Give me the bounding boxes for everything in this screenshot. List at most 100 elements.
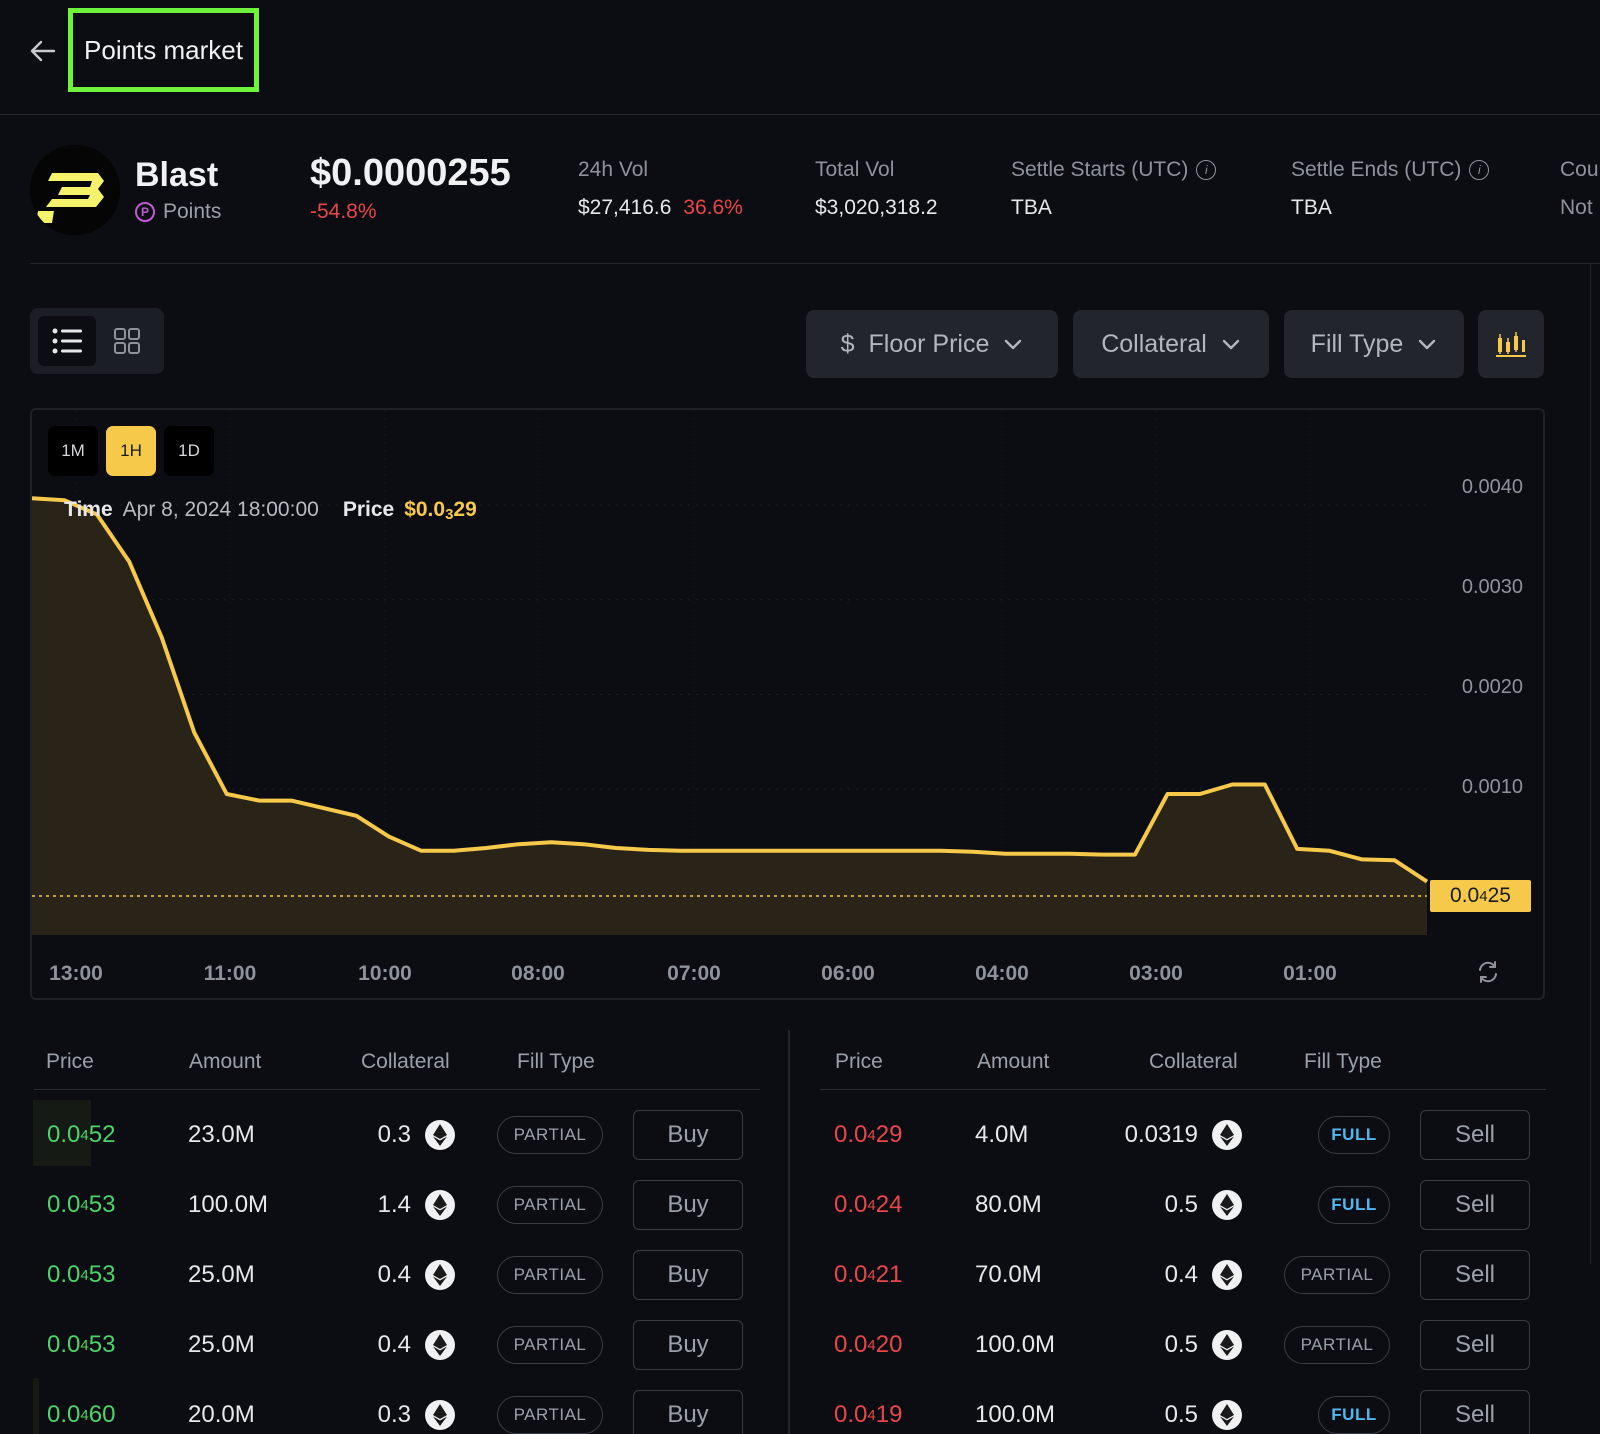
token-type: P Points xyxy=(135,200,221,224)
fill-type-badge: PARTIAL xyxy=(497,1326,603,1364)
fill-type-badge: PARTIAL xyxy=(497,1186,603,1224)
orderbook-divider xyxy=(788,1030,790,1434)
divider xyxy=(1590,264,1591,1264)
range-button-1d[interactable]: 1D xyxy=(164,426,214,476)
chevron-down-icon xyxy=(1222,339,1239,350)
buy-button[interactable]: Buy xyxy=(633,1250,743,1300)
order-fill-type: PARTIAL xyxy=(1284,1320,1390,1370)
sell-button[interactable]: Sell xyxy=(1420,1110,1530,1160)
sell-header-fill-type: Fill Type xyxy=(1304,1050,1382,1073)
fill-type-filter[interactable]: Fill Type xyxy=(1284,310,1464,378)
order-collateral: 0.5 xyxy=(1090,1320,1242,1370)
x-tick-label: 13:00 xyxy=(49,962,103,985)
collateral-filter[interactable]: Collateral xyxy=(1073,310,1269,378)
info-icon[interactable]: i xyxy=(1469,160,1490,180)
list-icon xyxy=(52,328,82,354)
buy-button[interactable]: Buy xyxy=(633,1320,743,1370)
sell-button[interactable]: Sell xyxy=(1420,1320,1530,1370)
x-tick-label: 04:00 xyxy=(975,962,1029,985)
filter-label: Collateral xyxy=(1101,329,1207,358)
stat-label: Cou xyxy=(1560,158,1599,181)
y-tick-label: 0.0020 xyxy=(1461,676,1523,698)
token-info-row: Blast P Points $0.0000255 -54.8% 24h Vol… xyxy=(0,140,1600,265)
refresh-icon[interactable] xyxy=(1474,958,1502,986)
stat-value: Not xyxy=(1560,196,1593,219)
sell-order-row: 0.0 4 24 80.0M 0.5 FULL Sell xyxy=(820,1180,1580,1230)
sell-order-row: 0.0 4 20 100.0M 0.5 PARTIAL Sell xyxy=(820,1320,1580,1370)
order-price: 0.0 4 52 xyxy=(47,1110,115,1160)
x-tick-label: 07:00 xyxy=(667,962,721,985)
price-zero-count: 4 xyxy=(80,1406,89,1424)
x-tick-label: 03:00 xyxy=(1129,962,1183,985)
grid-view-button[interactable] xyxy=(98,316,156,366)
order-collateral: 0.4 xyxy=(303,1250,455,1300)
collateral-value: 1.4 xyxy=(377,1191,411,1218)
buy-order-row: 0.0 4 53 25.0M 0.4 PARTIAL Buy xyxy=(33,1320,793,1370)
order-collateral: 0.0319 xyxy=(1090,1110,1242,1160)
stat-settle-ends: Settle Ends (UTC) i TBA xyxy=(1291,158,1490,220)
collateral-value: 0.4 xyxy=(377,1331,411,1358)
stat-label: Total Vol xyxy=(815,158,895,181)
buy-button[interactable]: Buy xyxy=(633,1110,743,1160)
page-title: Points market xyxy=(84,34,243,65)
order-amount: 100.0M xyxy=(975,1401,1056,1428)
filter-label: Fill Type xyxy=(1310,329,1404,358)
order-fill-type: PARTIAL xyxy=(497,1390,603,1434)
price-zero-count: 4 xyxy=(80,1126,89,1144)
order-fill-type: PARTIAL xyxy=(1284,1250,1390,1300)
price-zero-count: 4 xyxy=(867,1336,876,1354)
stat-value: TBA xyxy=(1291,196,1332,219)
row-highlight xyxy=(33,1100,91,1166)
filter-label: Floor Price xyxy=(868,329,990,358)
price-suffix: 29 xyxy=(875,1121,903,1148)
chart-toggle-button[interactable] xyxy=(1478,310,1544,378)
info-icon[interactable]: i xyxy=(1196,160,1217,180)
price-prefix: 0.0 xyxy=(47,1261,81,1288)
tooltip-price-value: $0.0329 xyxy=(404,498,477,523)
collateral-value: 0.3 xyxy=(377,1121,411,1148)
fill-type-badge: FULL xyxy=(1318,1396,1390,1434)
eth-icon xyxy=(1212,1190,1242,1220)
sell-button[interactable]: Sell xyxy=(1420,1180,1530,1230)
sell-button[interactable]: Sell xyxy=(1420,1390,1530,1434)
order-price: 0.0 4 53 xyxy=(47,1320,115,1370)
tooltip-time-value: Apr 8, 2024 18:00:00 xyxy=(122,498,319,521)
token-type-label: Points xyxy=(163,200,222,223)
collateral-value: 0.0319 xyxy=(1124,1121,1198,1148)
collateral-value: 0.5 xyxy=(1164,1401,1198,1428)
price-prefix: 0.0 xyxy=(1450,884,1480,907)
row-highlight xyxy=(33,1378,39,1434)
price-prefix: 0.0 xyxy=(834,1331,868,1358)
order-collateral: 0.3 xyxy=(303,1390,455,1434)
price-zero-count: 4 xyxy=(867,1406,876,1424)
price-prefix: 0.0 xyxy=(47,1121,81,1148)
buy-header-price: Price xyxy=(46,1050,94,1073)
stat-label: Settle Ends (UTC) xyxy=(1291,158,1462,181)
chart-canvas[interactable] xyxy=(32,410,1545,1000)
order-amount: 23.0M xyxy=(188,1121,255,1148)
buy-button[interactable]: Buy xyxy=(633,1180,743,1230)
order-amount: 20.0M xyxy=(188,1401,255,1428)
order-amount: 25.0M xyxy=(188,1331,255,1358)
price-zero-count: 4 xyxy=(867,1126,876,1144)
collateral-value: 0.5 xyxy=(1164,1331,1198,1358)
sell-button[interactable]: Sell xyxy=(1420,1250,1530,1300)
buy-button[interactable]: Buy xyxy=(633,1390,743,1434)
floor-price-filter[interactable]: $ Floor Price xyxy=(806,310,1058,378)
order-amount: 80.0M xyxy=(975,1191,1042,1218)
order-price: 0.0 4 53 xyxy=(47,1180,115,1230)
price-suffix: 19 xyxy=(875,1401,903,1428)
tooltip-price-label: Price xyxy=(342,498,395,521)
stat-countdown: Cou Not xyxy=(1560,158,1599,220)
stat-label: Settle Starts (UTC) xyxy=(1011,158,1189,181)
list-view-button[interactable] xyxy=(38,316,96,366)
back-arrow-icon[interactable] xyxy=(28,36,58,66)
price-chart: 1M 1H 1D Time Apr 8, 2024 18:00:00 Price… xyxy=(30,408,1545,1000)
eth-icon xyxy=(425,1330,455,1360)
eth-icon xyxy=(1212,1400,1242,1430)
range-button-1h[interactable]: 1H xyxy=(106,426,156,476)
range-button-1m[interactable]: 1M xyxy=(48,426,98,476)
eth-icon xyxy=(1212,1120,1242,1150)
price-prefix: 0.0 xyxy=(47,1401,81,1428)
price-suffix: 53 xyxy=(88,1191,116,1218)
